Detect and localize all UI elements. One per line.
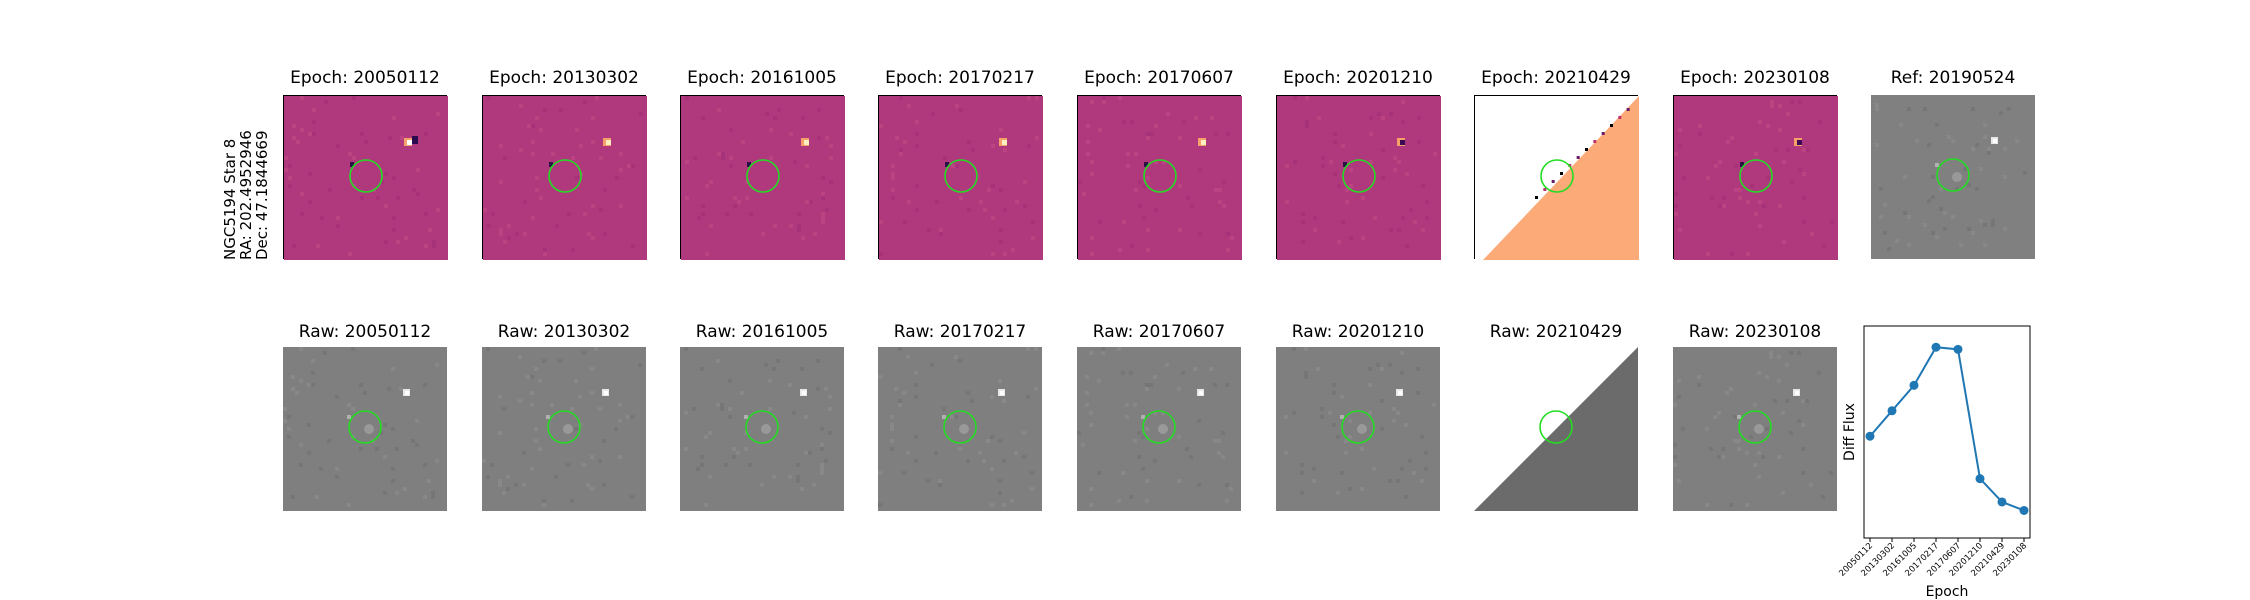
diff-title: Epoch: 20161005 [687,68,837,88]
raw-image-panel [1077,347,1241,511]
diff-title: Epoch: 20230108 [1680,68,1830,88]
diff-flux-chart: 2005011220130302201610052017021720170607… [1837,325,2031,600]
diff-image-panel [680,95,845,260]
diff-title: Ref: 20190524 [1890,68,2016,88]
raw-title: Raw: 20210429 [1489,322,1623,342]
side-label-dec: Dec: 47.1844669 [253,130,271,260]
raw-image-panel [680,347,844,511]
y-axis-label: Diff Flux [1842,403,1858,461]
diff-image-panel [1474,95,1639,260]
diff-title: Epoch: 20170217 [885,68,1035,88]
diff-image-panel [1871,95,2035,259]
diff-image-panel [1077,95,1242,260]
raw-title: Raw: 20130302 [497,322,631,342]
series-line [1869,346,2025,512]
raw-image-panel [482,347,646,511]
data-point [1953,344,1963,354]
diff-image-panel [1276,95,1441,260]
data-point [1997,497,2007,507]
diff-title: Epoch: 20170607 [1084,68,1234,88]
data-point [1865,431,1875,441]
raw-title: Raw: 20050112 [298,322,432,342]
raw-image-panel [1276,347,1440,511]
data-point [1909,380,1919,390]
side-label: NGC5194 Star 8 RA: 202.4952946 Dec: 47.1… [221,130,271,260]
side-label-ra: RA: 202.4952946 [237,130,255,260]
diff-image-panel [1673,95,1838,260]
raw-image-panel [1673,347,1837,511]
raw-title: Raw: 20170217 [893,322,1027,342]
side-label-name: NGC5194 Star 8 [221,138,239,260]
diff-title: Epoch: 20210429 [1481,68,1631,88]
data-point [1887,406,1897,416]
diff-image-panel [878,95,1043,260]
raw-title: Raw: 20201210 [1291,322,1425,342]
diff-title: Epoch: 20050112 [290,68,440,88]
data-point [1931,342,1941,352]
raw-image-panel [1474,347,1638,511]
raw-title: Raw: 20161005 [695,322,829,342]
diff-image-panel [482,95,647,260]
diff-image-panel [283,95,448,260]
raw-image-panel [283,347,447,511]
diff-title: Epoch: 20201210 [1283,68,1433,88]
raw-title: Raw: 20230108 [1688,322,1822,342]
raw-title: Raw: 20170607 [1092,322,1226,342]
plot-frame [1863,325,2031,539]
x-axis-label: Epoch [1926,584,1969,600]
data-point [2019,505,2029,515]
raw-image-panel [878,347,1042,511]
data-point [1975,474,1985,484]
diff-title: Epoch: 20130302 [489,68,639,88]
